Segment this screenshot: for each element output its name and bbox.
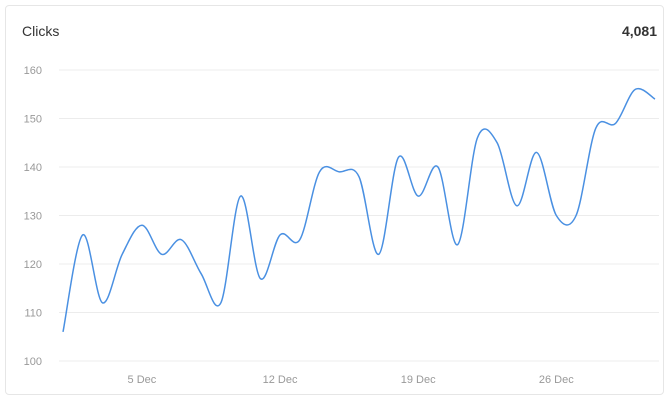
data-point[interactable] xyxy=(156,248,168,260)
data-point[interactable] xyxy=(235,190,247,202)
plot-area xyxy=(57,83,661,338)
y-tick-label: 120 xyxy=(24,259,42,271)
data-point[interactable] xyxy=(511,200,523,212)
y-tick-label: 160 xyxy=(24,65,42,77)
data-point[interactable] xyxy=(432,161,444,173)
data-point[interactable] xyxy=(531,146,543,158)
y-tick-label: 150 xyxy=(24,114,42,126)
data-point[interactable] xyxy=(590,122,602,134)
x-axis: 5 Dec 12 Dec 19 Dec 26 Dec xyxy=(128,374,575,386)
data-point[interactable] xyxy=(96,297,108,309)
card-title: Clicks xyxy=(22,23,60,39)
data-point[interactable] xyxy=(649,93,661,105)
series-line xyxy=(62,87,656,333)
data-point[interactable] xyxy=(57,326,69,338)
y-tick-label: 110 xyxy=(24,308,42,320)
y-tick-label: 130 xyxy=(24,211,42,223)
y-tick-label: 140 xyxy=(24,162,42,174)
data-point[interactable] xyxy=(274,229,286,241)
data-point[interactable] xyxy=(314,166,326,178)
data-point[interactable] xyxy=(215,297,227,309)
x-tick-label: 12 Dec xyxy=(263,374,298,386)
data-point[interactable] xyxy=(195,268,207,280)
data-point[interactable] xyxy=(333,166,345,178)
data-point[interactable] xyxy=(175,234,187,246)
data-point[interactable] xyxy=(136,219,148,231)
data-point[interactable] xyxy=(353,171,365,183)
data-point[interactable] xyxy=(254,273,266,285)
data-point[interactable] xyxy=(471,132,483,144)
y-axis: 100 110 120 130 140 150 160 xyxy=(24,65,42,368)
data-point[interactable] xyxy=(570,210,582,222)
x-tick-label: 5 Dec xyxy=(128,374,157,386)
data-point[interactable] xyxy=(412,190,424,202)
data-point[interactable] xyxy=(294,234,306,246)
data-point[interactable] xyxy=(373,248,385,260)
x-tick-label: 26 Dec xyxy=(539,374,574,386)
data-point[interactable] xyxy=(452,239,464,251)
y-tick-label: 100 xyxy=(24,356,42,368)
data-point[interactable] xyxy=(77,229,89,241)
data-point[interactable] xyxy=(392,151,404,163)
data-point[interactable] xyxy=(491,137,503,149)
data-point[interactable] xyxy=(629,83,641,95)
data-point[interactable] xyxy=(550,210,562,222)
data-point[interactable] xyxy=(610,117,622,129)
card-total-value: 4,081 xyxy=(621,23,657,39)
chart-grid xyxy=(59,69,659,362)
data-point[interactable] xyxy=(116,248,128,260)
x-tick-label: 19 Dec xyxy=(401,374,436,386)
